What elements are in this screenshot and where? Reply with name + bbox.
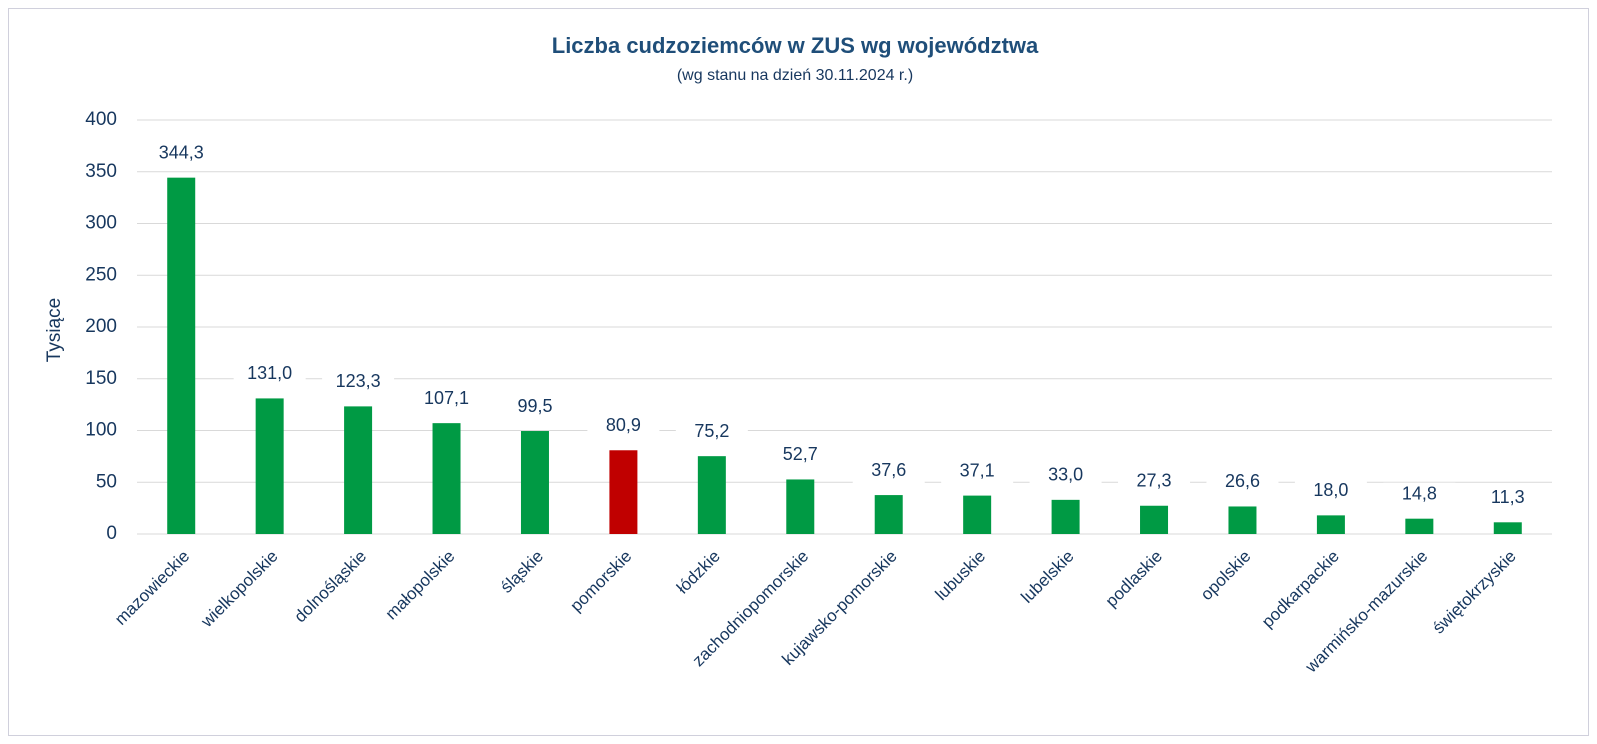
- bar: [609, 450, 638, 534]
- y-tick-label: 350: [85, 161, 117, 182]
- y-axis-label: Tysiące: [44, 298, 65, 362]
- value-label: 131,0: [247, 363, 292, 383]
- bar: [1405, 518, 1434, 534]
- bar: [1316, 515, 1345, 534]
- value-label-bg: [1294, 479, 1367, 504]
- bar: [1051, 499, 1080, 534]
- value-label-bg: [498, 395, 571, 420]
- y-tick-label: 50: [96, 471, 117, 492]
- bar: [167, 177, 196, 534]
- value-label: 27,3: [1137, 470, 1172, 490]
- bar: [1493, 522, 1522, 534]
- bar: [520, 431, 549, 534]
- bar: [1140, 505, 1169, 534]
- value-label: 99,5: [517, 396, 552, 416]
- y-tick-label: 300: [85, 213, 117, 234]
- value-label-bg: [322, 370, 395, 395]
- bar: [1228, 506, 1257, 534]
- value-label: 37,1: [960, 460, 995, 480]
- value-label-bg: [764, 443, 837, 468]
- value-label: 37,6: [871, 460, 906, 480]
- value-label-bg: [852, 459, 925, 484]
- value-label: 123,3: [336, 371, 381, 391]
- value-label: 107,1: [424, 388, 469, 408]
- value-label-bg: [410, 387, 483, 412]
- value-label: 80,9: [606, 415, 641, 435]
- value-label-bg: [587, 414, 660, 439]
- value-label-bg: [941, 459, 1014, 484]
- value-label: 75,2: [694, 421, 729, 441]
- y-tick-label: 0: [106, 523, 117, 544]
- value-label: 52,7: [783, 444, 818, 464]
- chart-subtitle: (wg stanu na dzień 30.11.2024 r.): [677, 67, 913, 84]
- value-label-bg: [1471, 486, 1544, 511]
- y-tick-label: 150: [85, 368, 117, 389]
- chart-title: Liczba cudzoziemców w ZUS wg województwa: [552, 33, 1039, 58]
- value-label-bg: [675, 420, 748, 445]
- value-label: 33,0: [1048, 465, 1083, 485]
- value-label-bg: [233, 362, 306, 387]
- value-label-bg: [145, 141, 218, 166]
- value-label: 344,3: [159, 142, 204, 162]
- value-label-bg: [1206, 470, 1279, 495]
- value-label-bg: [1383, 482, 1456, 507]
- bar: [963, 495, 992, 534]
- bar: [786, 479, 815, 534]
- value-label: 14,8: [1402, 483, 1437, 503]
- y-tick-label: 400: [85, 109, 117, 130]
- value-label: 18,0: [1313, 480, 1348, 500]
- y-tick-label: 100: [85, 420, 117, 441]
- bar: [697, 456, 726, 534]
- bar: [432, 423, 461, 534]
- bar: [344, 406, 373, 534]
- bar: [874, 495, 903, 534]
- value-label-bg: [1029, 463, 1102, 488]
- value-label: 26,6: [1225, 471, 1260, 491]
- y-tick-label: 200: [85, 316, 117, 337]
- value-label: 11,3: [1491, 487, 1525, 507]
- value-label-bg: [1118, 469, 1191, 494]
- y-tick-label: 250: [85, 264, 117, 285]
- bar: [255, 398, 284, 534]
